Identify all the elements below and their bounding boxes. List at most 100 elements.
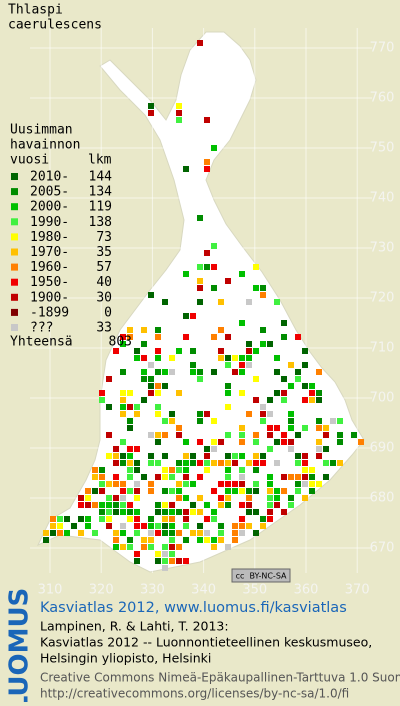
grid-square xyxy=(176,103,182,109)
grid-square xyxy=(113,453,119,459)
grid-square xyxy=(302,481,308,487)
grid-square xyxy=(155,439,161,445)
grid-square xyxy=(78,516,84,522)
grid-square xyxy=(218,299,224,305)
grid-square xyxy=(232,488,238,494)
grid-square xyxy=(120,390,126,396)
grid-square xyxy=(197,278,203,284)
grid-square xyxy=(316,453,322,459)
grid-square xyxy=(155,355,161,361)
grid-square xyxy=(260,404,266,410)
grid-square xyxy=(267,516,273,522)
grid-square xyxy=(274,495,280,501)
grid-square xyxy=(309,488,315,494)
grid-square xyxy=(148,110,154,116)
legend-swatch xyxy=(11,324,18,331)
grid-square xyxy=(169,418,175,424)
grid-square xyxy=(295,453,301,459)
grid-square xyxy=(225,404,231,410)
x-tick-label: 350 xyxy=(242,583,267,598)
grid-square xyxy=(120,530,126,536)
grid-square xyxy=(169,509,175,515)
grid-square xyxy=(134,355,140,361)
grid-square xyxy=(211,145,217,151)
legend-count: 35 xyxy=(96,245,112,260)
grid-square xyxy=(204,453,210,459)
grid-square xyxy=(281,488,287,494)
legend-header: Uusimman xyxy=(10,123,73,138)
grid-square xyxy=(120,369,126,375)
grid-square xyxy=(204,250,210,256)
grid-square xyxy=(253,397,259,403)
grid-square xyxy=(260,327,266,333)
license: Creative Commons Nimeä-Epäkaupallinen-Ta… xyxy=(40,671,400,685)
grid-square xyxy=(197,460,203,466)
grid-square xyxy=(148,292,154,298)
grid-square xyxy=(309,390,315,396)
grid-square xyxy=(155,334,161,340)
cc-badge-license: BY-NC-SA xyxy=(249,572,287,581)
grid-square xyxy=(260,411,266,417)
grid-square xyxy=(190,369,196,375)
grid-square xyxy=(141,369,147,375)
grid-square xyxy=(141,341,147,347)
legend-count: 73 xyxy=(96,230,112,245)
legend-swatch xyxy=(11,173,18,180)
grid-square xyxy=(211,264,217,270)
grid-square xyxy=(211,334,217,340)
grid-square xyxy=(281,320,287,326)
grid-square xyxy=(197,537,203,543)
grid-square xyxy=(239,474,245,480)
grid-square xyxy=(148,383,154,389)
grid-square xyxy=(302,397,308,403)
grid-square xyxy=(162,544,168,550)
legend-swatch xyxy=(11,264,18,271)
grid-square xyxy=(99,474,105,480)
grid-square xyxy=(218,439,224,445)
grid-square xyxy=(141,537,147,543)
grid-square xyxy=(134,530,140,536)
legend-swatch xyxy=(11,188,18,195)
grid-square xyxy=(183,166,189,172)
grid-square xyxy=(162,516,168,522)
grid-square xyxy=(267,411,273,417)
grid-square xyxy=(190,313,196,319)
grid-square xyxy=(134,460,140,466)
grid-square xyxy=(232,530,238,536)
grid-square xyxy=(169,551,175,557)
grid-square xyxy=(169,502,175,508)
grid-square xyxy=(99,467,105,473)
grid-square xyxy=(211,446,217,452)
grid-square xyxy=(183,509,189,515)
grid-square xyxy=(225,460,231,466)
logo: LUOMUS xyxy=(5,588,35,702)
grid-square xyxy=(176,467,182,473)
grid-square xyxy=(302,474,308,480)
grid-square xyxy=(148,362,154,368)
legend-swatch xyxy=(11,309,18,316)
grid-square xyxy=(211,516,217,522)
grid-square xyxy=(246,341,252,347)
grid-square xyxy=(127,467,133,473)
legend-label: 1990- xyxy=(30,215,69,230)
grid-square xyxy=(134,467,140,473)
grid-square xyxy=(127,418,133,424)
grid-square xyxy=(239,523,245,529)
grid-square xyxy=(155,558,161,564)
x-tick-label: 360 xyxy=(294,583,319,598)
grid-square xyxy=(218,481,224,487)
grid-square xyxy=(197,369,203,375)
grid-square xyxy=(260,460,266,466)
legend-count: 57 xyxy=(96,260,112,275)
grid-square xyxy=(134,516,140,522)
grid-square xyxy=(183,495,189,501)
grid-square xyxy=(183,516,189,522)
grid-square xyxy=(267,488,273,494)
grid-square xyxy=(85,488,91,494)
grid-square xyxy=(288,446,294,452)
grid-square xyxy=(155,551,161,557)
grid-square xyxy=(190,348,196,354)
grid-square xyxy=(239,362,245,368)
grid-square xyxy=(295,481,301,487)
grid-square xyxy=(337,432,343,438)
